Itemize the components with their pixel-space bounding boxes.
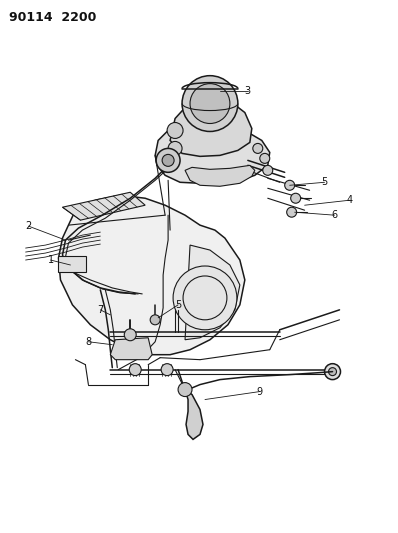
FancyBboxPatch shape: [59, 256, 86, 272]
Polygon shape: [155, 124, 270, 183]
Text: 6: 6: [332, 210, 338, 220]
Polygon shape: [170, 99, 252, 156]
Circle shape: [162, 155, 174, 166]
Polygon shape: [185, 245, 240, 340]
Text: 8: 8: [85, 337, 92, 347]
Circle shape: [190, 84, 230, 124]
Circle shape: [173, 266, 237, 330]
Circle shape: [260, 154, 270, 163]
Polygon shape: [59, 195, 245, 354]
Circle shape: [253, 143, 263, 154]
Text: 9: 9: [257, 386, 263, 397]
Text: 4: 4: [346, 195, 353, 205]
Text: 5: 5: [175, 300, 181, 310]
Circle shape: [129, 364, 141, 376]
Text: 1: 1: [47, 255, 54, 265]
Circle shape: [161, 364, 173, 376]
Circle shape: [178, 383, 192, 397]
Polygon shape: [62, 192, 145, 220]
Text: 7: 7: [97, 305, 103, 315]
Circle shape: [150, 315, 160, 325]
Polygon shape: [185, 390, 203, 439]
Polygon shape: [185, 165, 255, 186]
Circle shape: [328, 368, 337, 376]
Circle shape: [285, 180, 295, 190]
Circle shape: [263, 165, 273, 175]
Circle shape: [168, 141, 182, 156]
Circle shape: [124, 329, 136, 341]
Circle shape: [156, 148, 180, 172]
Circle shape: [167, 123, 183, 139]
Circle shape: [287, 207, 297, 217]
Text: 90114  2200: 90114 2200: [9, 11, 96, 24]
Circle shape: [324, 364, 341, 379]
Text: 2: 2: [25, 221, 32, 231]
Circle shape: [291, 193, 300, 203]
Text: 3: 3: [245, 86, 251, 95]
Text: 5: 5: [322, 177, 328, 187]
Circle shape: [182, 76, 238, 132]
Polygon shape: [110, 338, 152, 360]
